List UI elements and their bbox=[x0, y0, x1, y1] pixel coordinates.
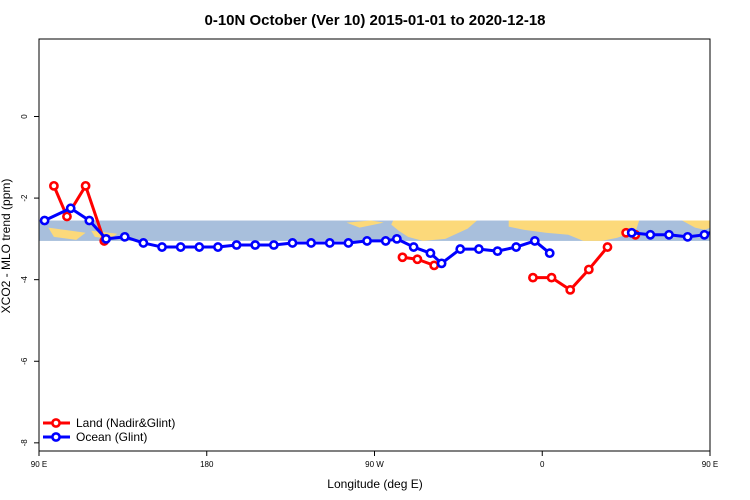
data-point bbox=[306, 238, 317, 248]
data-point bbox=[436, 258, 447, 269]
data-point bbox=[492, 246, 503, 257]
data-point bbox=[721, 223, 728, 230]
chart-title: 0-10N October (Ver 10) 2015-01-01 to 202… bbox=[204, 12, 545, 29]
x-tick-label: 180 bbox=[200, 460, 214, 469]
data-point bbox=[194, 242, 205, 252]
data-point bbox=[362, 236, 372, 246]
data-point bbox=[645, 229, 656, 240]
data-point bbox=[287, 238, 298, 248]
data-point bbox=[425, 248, 436, 259]
data-point bbox=[49, 180, 59, 191]
data-point bbox=[39, 215, 50, 226]
data-point bbox=[250, 240, 261, 250]
data-point bbox=[324, 238, 335, 248]
data-point bbox=[119, 231, 130, 242]
data-point bbox=[101, 233, 111, 244]
land-mass-0 bbox=[508, 220, 640, 241]
data-point bbox=[175, 242, 186, 252]
data-point bbox=[455, 244, 466, 254]
y-tick-label: -8 bbox=[20, 439, 29, 447]
data-point bbox=[429, 260, 440, 271]
series-line-0-2 bbox=[532, 246, 609, 292]
y-tick-label: -2 bbox=[20, 194, 29, 202]
y-tick-label: -4 bbox=[20, 276, 29, 284]
data-point bbox=[397, 252, 408, 263]
data-point bbox=[65, 203, 76, 214]
map-land-masses bbox=[48, 220, 750, 241]
land-mass-8 bbox=[346, 220, 384, 228]
data-point bbox=[84, 215, 95, 226]
x-axis-label: Longitude (deg E) bbox=[327, 477, 422, 491]
data-point bbox=[602, 242, 613, 252]
data-point bbox=[80, 180, 91, 191]
legend-label: Ocean (Glint) bbox=[76, 430, 147, 444]
data-point bbox=[546, 272, 557, 283]
map-band bbox=[39, 220, 750, 241]
x-tick-label: 90 W bbox=[365, 460, 384, 469]
data-point bbox=[583, 264, 594, 275]
legend-marker bbox=[51, 418, 61, 428]
data-point bbox=[213, 242, 223, 252]
x-axis: 90 E 180 90 W 0 90 E bbox=[31, 451, 718, 469]
land-mass-3 bbox=[732, 221, 750, 235]
data-point bbox=[664, 229, 674, 240]
data-point bbox=[626, 227, 637, 238]
series-ocean bbox=[39, 203, 747, 269]
legend: Land (Nadir&Glint)Ocean (Glint) bbox=[43, 416, 175, 444]
series-line-0-0 bbox=[52, 184, 106, 242]
data-point bbox=[682, 231, 693, 242]
x-tick-label: 90 E bbox=[702, 460, 718, 469]
data-point bbox=[157, 242, 167, 252]
data-point bbox=[473, 244, 484, 254]
y-axis: 0 -2 -4 -6 -8 bbox=[20, 114, 39, 447]
data-point bbox=[231, 240, 242, 250]
y-axis-label: XCO2 - MLO trend (ppm) bbox=[0, 179, 13, 314]
land-mass-2 bbox=[682, 220, 710, 230]
data-point bbox=[412, 254, 423, 265]
data-point bbox=[138, 238, 149, 248]
data-point bbox=[380, 236, 391, 246]
y-tick-label: 0 bbox=[20, 114, 29, 119]
data-point bbox=[343, 238, 354, 248]
data-point bbox=[268, 240, 279, 250]
land-mass-1 bbox=[391, 220, 478, 241]
data-point bbox=[62, 211, 72, 222]
land-mass-6 bbox=[48, 227, 86, 240]
data-point bbox=[528, 272, 538, 283]
data-point bbox=[565, 284, 576, 295]
data-point bbox=[529, 236, 540, 246]
y-tick-label: -6 bbox=[20, 357, 29, 365]
data-point bbox=[544, 248, 555, 259]
x-tick-label: 90 E bbox=[31, 460, 47, 469]
data-point bbox=[391, 233, 402, 244]
legend-marker bbox=[51, 432, 61, 442]
data-point bbox=[699, 229, 710, 240]
data-point bbox=[740, 217, 747, 224]
series-layer bbox=[39, 180, 747, 295]
legend-label: Land (Nadir&Glint) bbox=[76, 416, 175, 430]
data-point bbox=[408, 242, 419, 252]
data-point bbox=[511, 242, 522, 252]
x-tick-label: 0 bbox=[540, 460, 545, 469]
